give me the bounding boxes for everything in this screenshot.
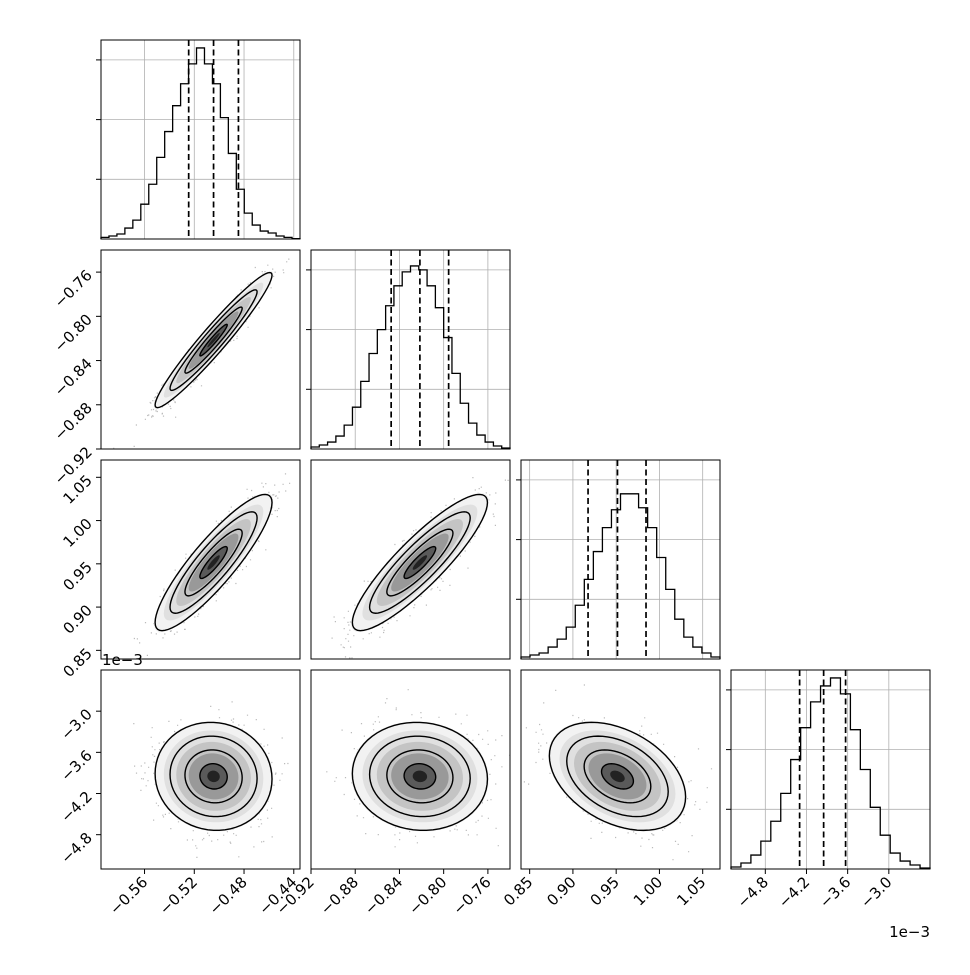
hist-panel-4	[726, 669, 931, 870]
x-tick-label: −0.48	[206, 873, 251, 918]
contour-line	[368, 511, 471, 614]
y-tick-label: −4.2	[57, 788, 95, 826]
x-tick-label: −3.0	[857, 873, 895, 911]
density-fill	[610, 770, 625, 783]
hist-panel-1	[96, 39, 301, 240]
contour-line	[548, 721, 687, 832]
scatter-panel-4-2	[310, 669, 511, 870]
scatter-panel-inner	[133, 473, 291, 656]
scatter-panel-frame	[100, 669, 301, 870]
y-tick-label: −0.88	[51, 399, 96, 444]
contour-line	[351, 493, 489, 632]
scatter-panel-frame	[310, 459, 511, 660]
histogram-step	[310, 265, 511, 449]
scatter-panel-3-1	[100, 459, 301, 660]
x-tick-label: 0.85	[500, 873, 536, 909]
y-tick-label: −0.76	[51, 266, 96, 311]
scatter-panel-2-1	[100, 249, 301, 450]
contour-line	[199, 545, 228, 580]
contour-line	[154, 493, 273, 632]
y-tick-label: −0.84	[51, 355, 96, 400]
x-tick-label: −0.56	[106, 873, 151, 918]
x-tick-label: 0.95	[587, 873, 623, 909]
contour-line	[368, 735, 471, 818]
hist-panel-2	[306, 249, 511, 450]
scatter-panel-frame	[310, 669, 511, 870]
contour-line	[583, 749, 652, 804]
scatter-panel-3-2	[310, 459, 511, 660]
scatter-panel-inner	[523, 684, 713, 861]
scatter-panel-4-1	[100, 669, 301, 870]
hist-panel-frame	[100, 39, 301, 240]
density-fill	[207, 332, 220, 348]
x-tick-label: −0.84	[361, 873, 406, 918]
hist-panel-3	[516, 459, 721, 660]
scatter-panel-frame	[100, 459, 301, 660]
contour-line	[169, 735, 258, 818]
contour-line	[154, 271, 273, 409]
x-tick-label: −0.52	[156, 873, 201, 918]
hist-panel-bg	[311, 250, 510, 449]
contour-line	[403, 545, 437, 580]
histogram-step	[730, 677, 931, 869]
hist-panel-bg	[521, 460, 720, 659]
x-tick-label: 1.05	[673, 873, 709, 909]
histogram-step	[100, 47, 301, 240]
density-fill	[207, 555, 220, 570]
scatter-panel-inner	[331, 477, 509, 659]
y-tick-label: 0.95	[59, 558, 95, 594]
contour-line	[184, 306, 243, 374]
x-tick-label: 0.90	[543, 873, 579, 909]
contour-line	[386, 749, 454, 804]
x-tick-label: −4.8	[734, 873, 772, 911]
contour-line	[386, 528, 454, 597]
density-fill	[207, 770, 220, 783]
y-tick-label: −0.80	[51, 310, 96, 355]
hist-panel-frame	[730, 669, 931, 870]
density-fill	[412, 770, 428, 783]
contour-line	[351, 721, 489, 832]
x-tick-label: −0.76	[449, 873, 494, 918]
x-tick-label: −0.88	[317, 873, 362, 918]
density-fill	[412, 555, 428, 570]
hist-panel-bg	[101, 40, 300, 239]
contour-line	[184, 749, 243, 804]
contour-line	[199, 323, 228, 357]
scatter-panel-inner	[133, 701, 289, 858]
y-tick-label: −4.8	[57, 829, 95, 867]
y-tick-label: 0.90	[59, 601, 95, 637]
scatter-panel-inner	[113, 258, 290, 449]
contour-line	[199, 763, 228, 790]
hist-panel-frame	[520, 459, 721, 660]
y-tick-label: 0.85	[59, 644, 95, 680]
hist-panel-frame	[310, 249, 511, 450]
contour-line	[184, 528, 243, 597]
histogram-step	[520, 493, 721, 659]
contour-line	[169, 289, 258, 392]
scatter-panel-frame	[520, 669, 721, 870]
x-tick-label: −3.6	[816, 873, 854, 911]
scatter-panel-frame	[100, 249, 301, 450]
contour-line	[154, 721, 273, 832]
contour-line	[169, 511, 258, 614]
y-tick-label: −3.0	[57, 705, 95, 743]
hist-panel-bg	[731, 670, 930, 869]
x-offset-label: 1e−3	[889, 923, 930, 941]
y-offset-label: 1e−3	[102, 651, 143, 669]
contour-line	[403, 763, 437, 790]
contour-line	[600, 763, 635, 790]
scatter-panel-inner	[326, 689, 510, 848]
y-tick-label: 1.00	[59, 515, 95, 551]
y-tick-label: −3.6	[57, 746, 95, 784]
x-tick-label: −4.2	[775, 873, 813, 911]
x-tick-label: 1.00	[630, 873, 666, 909]
x-tick-label: −0.80	[405, 873, 450, 918]
contour-line	[566, 735, 669, 818]
scatter-panel-4-3	[520, 669, 721, 870]
